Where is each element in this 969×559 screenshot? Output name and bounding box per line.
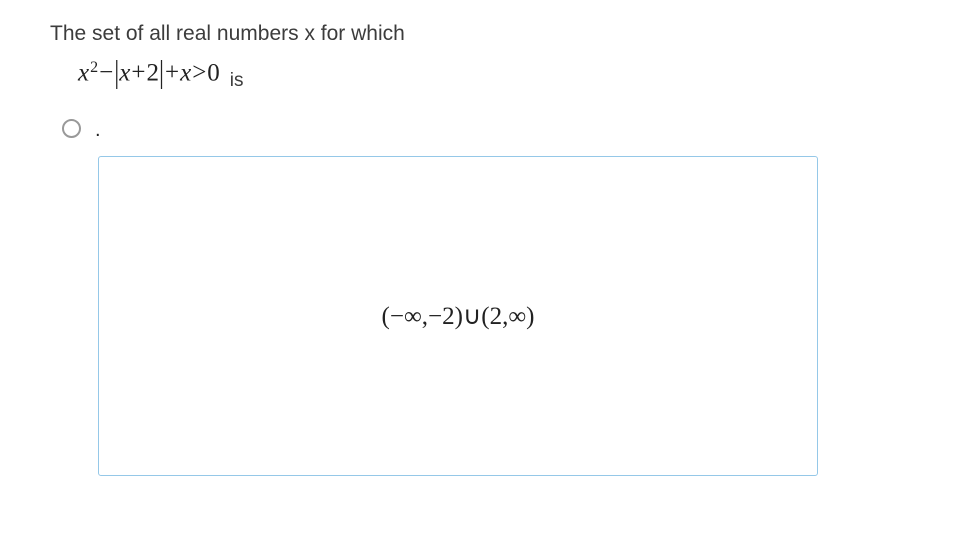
neg-2: − [428, 303, 442, 330]
answer-formula: (−∞,−2)∪(2,∞) [382, 301, 535, 331]
num-2: 2 [146, 59, 159, 86]
question-trail-text: is [230, 70, 244, 92]
inf-1: ∞ [404, 303, 422, 330]
lp-1: ( [382, 303, 390, 330]
exp-2: 2 [90, 59, 98, 76]
lp-2: ( [481, 303, 489, 330]
option-answer-box[interactable]: (−∞,−2)∪(2,∞) [98, 156, 818, 476]
abs-open: | [114, 56, 119, 91]
op-plus-2: + [165, 59, 179, 86]
question-lead-text: The set of all real numbers x for which [50, 22, 919, 46]
option-radio[interactable] [62, 119, 81, 138]
two-1: 2 [442, 303, 455, 330]
question-formula: x2−|x+2|+x>0 [78, 58, 220, 87]
option-row: . [50, 117, 919, 142]
num-0: 0 [207, 59, 220, 86]
op-minus: − [99, 59, 113, 86]
op-plus: + [131, 59, 145, 86]
var-x-2: x [119, 59, 130, 86]
option-marker: . [95, 119, 101, 142]
question-formula-line: x2−|x+2|+x>0 is [50, 58, 919, 87]
var-x: x [78, 59, 89, 86]
var-x-3: x [180, 59, 191, 86]
two-2: 2 [490, 303, 503, 330]
question-container: The set of all real numbers x for which … [0, 0, 969, 476]
abs-close: | [159, 56, 164, 91]
union: ∪ [463, 303, 481, 330]
rp-2: ) [526, 303, 534, 330]
neg-1: − [390, 303, 404, 330]
rp-1: ) [455, 303, 463, 330]
op-gt: > [192, 59, 206, 86]
inf-2: ∞ [508, 303, 526, 330]
